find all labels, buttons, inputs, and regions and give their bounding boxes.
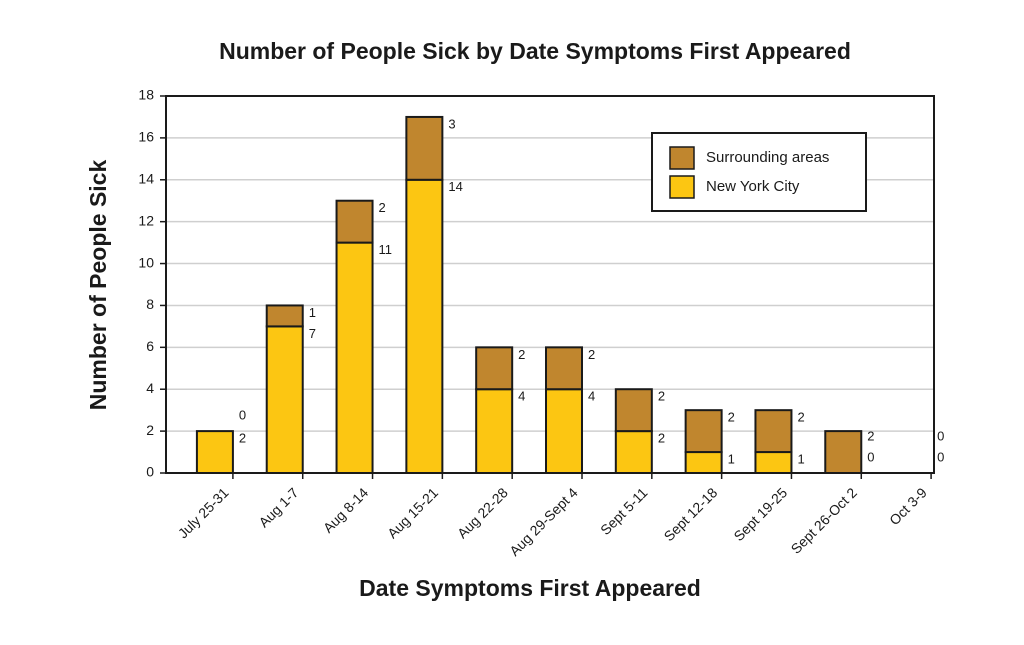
legend-swatch (669, 175, 695, 199)
value-label: 4 (518, 389, 525, 404)
bar-segment (335, 241, 374, 474)
y-tick-label: 10 (138, 254, 154, 270)
x-tick-label: Oct 3-9 (886, 484, 930, 528)
bar-segment (475, 388, 514, 475)
legend-swatch (669, 146, 695, 170)
y-tick-label: 4 (146, 380, 154, 396)
bar-segment (405, 178, 444, 474)
value-label: 1 (309, 305, 316, 320)
value-label: 2 (728, 410, 735, 425)
y-tick-label: 2 (146, 422, 154, 438)
y-axis-title: Number of People Sick (85, 160, 111, 411)
legend-label: Surrounding areas (706, 149, 829, 166)
x-axis-title: Date Symptoms First Appeared (359, 575, 701, 601)
bar-segment (684, 409, 723, 454)
y-tick-label: 18 (138, 87, 154, 103)
chart-title: Number of People Sick by Date Symptoms F… (219, 38, 851, 64)
bar-segment (614, 388, 653, 433)
bar-segment (824, 430, 863, 475)
value-label: 11 (379, 242, 393, 257)
x-tick-label: Sept 5-11 (597, 484, 651, 538)
x-tick-label: Aug 1-7 (255, 484, 301, 530)
legend: Surrounding areas New York City (651, 132, 867, 212)
bar-segment (614, 430, 653, 475)
value-label: 0 (937, 428, 944, 443)
value-label: 1 (728, 451, 735, 466)
x-tick-label: July 25-31 (175, 484, 232, 541)
value-label: 0 (937, 449, 944, 464)
x-tick-label: Aug 8-14 (320, 484, 372, 536)
y-tick-label: 6 (146, 338, 154, 354)
value-label: 2 (239, 431, 246, 446)
value-label: 2 (379, 200, 386, 215)
x-tick-label: Sept 12-18 (661, 484, 721, 544)
bar-segment (545, 346, 583, 391)
legend-box (651, 132, 867, 212)
bar-segment (545, 388, 583, 475)
value-label: 2 (658, 389, 665, 404)
bar-segment (335, 199, 374, 244)
x-tick-label: Aug 22-28 (454, 484, 511, 541)
x-tick-label: Aug 15-21 (384, 484, 441, 541)
y-tick-label: 8 (146, 296, 154, 312)
plot-frame (165, 95, 935, 474)
value-label: 3 (448, 116, 455, 131)
bar-segment (265, 325, 304, 474)
bar-segment (475, 346, 514, 391)
bar-segment (405, 115, 444, 181)
bar-segment (754, 451, 793, 474)
value-label: 2 (588, 347, 595, 362)
value-label: 2 (797, 410, 804, 425)
x-tick-label: Sept 26-Oct 2 (788, 484, 861, 557)
value-label: 2 (658, 431, 665, 446)
y-tick-label: 12 (138, 212, 154, 228)
value-label: 0 (239, 408, 246, 423)
value-label: 2 (867, 428, 874, 443)
value-label: 0 (867, 449, 874, 464)
x-tick-label: Sept 19-25 (730, 484, 790, 544)
x-tick-label: Aug 29-Sept 4 (506, 484, 581, 559)
value-label: 1 (797, 451, 804, 466)
y-tick-label: 0 (146, 464, 154, 480)
bar-segment (684, 451, 723, 474)
bar-segment (265, 304, 304, 328)
legend-label: New York City (706, 178, 800, 195)
bar-segment (195, 430, 234, 475)
bar-segment (754, 409, 793, 454)
y-tick-label: 14 (138, 170, 154, 186)
value-label: 7 (309, 326, 316, 341)
value-label: 4 (588, 389, 595, 404)
y-tick-label: 16 (138, 129, 154, 145)
value-label: 14 (448, 179, 462, 194)
value-label: 2 (518, 347, 525, 362)
